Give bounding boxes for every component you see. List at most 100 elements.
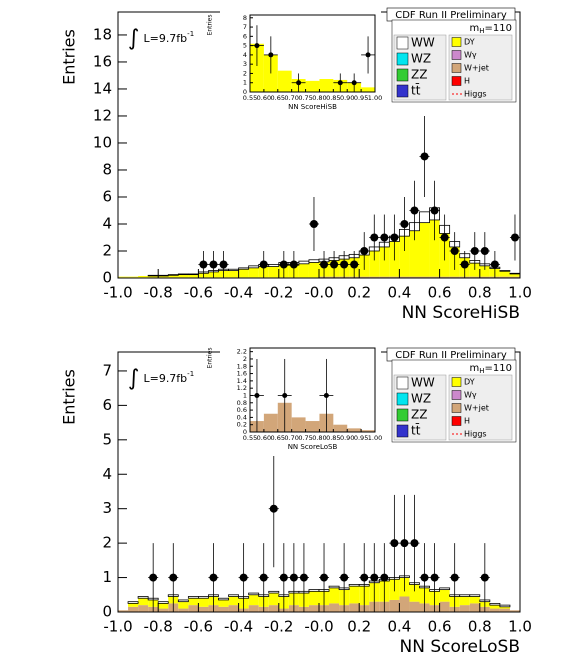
x-tick-label: 0.75 (298, 434, 312, 442)
histogram-bar (277, 70, 292, 92)
legend-swatch (451, 403, 462, 413)
histogram-bar (308, 589, 320, 592)
histogram-bar (499, 606, 510, 609)
histogram-bar (469, 263, 480, 277)
luminosity-unit-exponent: -1 (187, 30, 194, 38)
data-point (430, 573, 439, 582)
histogram-bar (118, 610, 129, 612)
histogram-bar (379, 276, 390, 278)
y-tick-label: 4 (102, 214, 112, 232)
histogram-bar (188, 274, 199, 278)
x-tick-label: 0.65 (271, 94, 285, 102)
luminosity-label: ∫ L=9.7fb-1 (128, 26, 194, 51)
histogram-bar (308, 259, 320, 263)
data-point (480, 573, 489, 582)
x-tick-label: 0.4 (387, 618, 411, 636)
histogram-bar (329, 603, 340, 612)
legend-label: Higgs (464, 430, 487, 439)
x-tick-label: 0.60 (257, 434, 271, 442)
histogram-bar (248, 605, 259, 612)
data-point (279, 260, 288, 269)
y-tick-label: 5 (243, 42, 247, 50)
x-axis-title: NN ScoreLoSB (288, 443, 338, 451)
x-tick-label: 0.80 (312, 434, 326, 442)
histogram-bar (138, 275, 149, 278)
histogram-bar (138, 598, 149, 606)
histogram-bar (389, 599, 400, 612)
histogram-bar (469, 594, 481, 597)
histogram-bar (305, 80, 320, 92)
y-axis-title: Entries (207, 15, 214, 36)
data-point (460, 260, 469, 269)
histogram-bar (459, 596, 470, 606)
legend-swatch (396, 68, 409, 82)
x-tick-label: -1.0 (103, 618, 132, 636)
x-tick-label: 0.8 (468, 284, 492, 302)
y-tick-label: 1 (102, 568, 112, 586)
y-tick-label: 7 (102, 361, 112, 379)
y-tick-label: 3 (102, 499, 112, 517)
data-point (480, 246, 489, 255)
data-point (199, 260, 208, 269)
data-point (370, 573, 379, 582)
legend-swatch (451, 63, 462, 73)
legend-label: H (464, 417, 470, 426)
histogram-bar (118, 276, 129, 278)
x-tick-label: 1.0 (508, 618, 532, 636)
y-tick-label: 6 (243, 32, 247, 40)
data-point (330, 260, 339, 269)
histogram-bar (509, 610, 520, 612)
histogram-bar (128, 276, 139, 278)
histogram-bar (499, 271, 510, 277)
histogram-bar (268, 266, 279, 278)
x-tick-label: 0.8 (468, 618, 492, 636)
histogram-bar (439, 589, 450, 602)
histogram-bar (489, 602, 501, 606)
legend-label: Wγ (464, 51, 477, 60)
y-tick-label: 0 (243, 428, 247, 436)
x-tick-label: -0.6 (184, 618, 213, 636)
x-tick-label: 0.6 (428, 284, 452, 302)
legend-label: ZZ (411, 68, 427, 82)
x-axis-title: NN ScoreHiSB (402, 303, 520, 323)
histogram-bar (459, 605, 470, 612)
histogram-bar (509, 276, 520, 278)
histogram-bar (228, 270, 239, 278)
histogram-bar (248, 592, 260, 596)
data-point (340, 573, 349, 582)
luminosity-label: ∫ L=9.7fb-1 (128, 366, 194, 391)
histogram-bar (158, 275, 169, 278)
histogram-bar (147, 274, 159, 277)
legend-label: Wγ (464, 391, 477, 400)
x-tick-label: 0.80 (312, 94, 326, 102)
mass-value: =110 (485, 363, 512, 374)
histogram-bar (168, 275, 179, 278)
luminosity-unit-exponent: -1 (187, 370, 194, 378)
legend-label: ZZ (411, 408, 427, 422)
histogram-bar (128, 603, 139, 607)
histogram-bar (167, 274, 179, 276)
histogram-bar (333, 424, 348, 432)
histogram-bar (419, 222, 430, 277)
plot-frame (249, 347, 376, 433)
histogram-bar (499, 608, 510, 612)
x-tick-label: 0.85 (326, 94, 340, 102)
data-point (490, 260, 499, 269)
histogram-bar (399, 236, 410, 277)
y-tick-label: 0.6 (237, 406, 247, 414)
histogram-bar (268, 590, 280, 594)
histogram-bar (250, 43, 264, 92)
histogram-bar (228, 605, 239, 612)
histogram-bar (509, 273, 520, 277)
histogram-bar (308, 605, 319, 612)
histogram-bar (248, 594, 259, 606)
histogram-bar (361, 430, 375, 432)
histogram-bar (369, 276, 380, 278)
legend-label: W+jet (464, 64, 489, 73)
histogram-bar (187, 596, 199, 599)
data-point (209, 260, 218, 269)
integral-sign: ∫ (128, 366, 139, 391)
x-tick-label: -0.0 (304, 284, 333, 302)
histogram-bar (439, 276, 450, 278)
